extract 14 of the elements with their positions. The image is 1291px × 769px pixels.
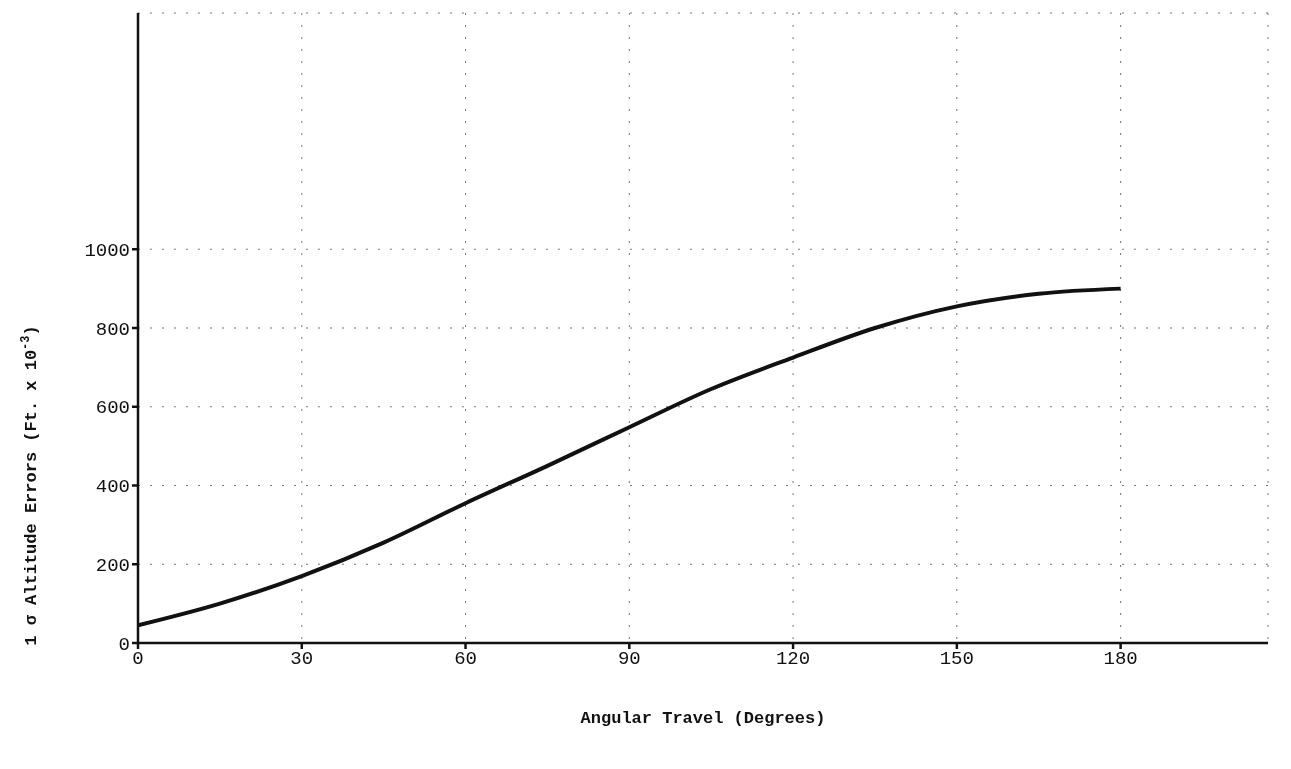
x-tick-label: 0 xyxy=(132,648,144,671)
y-tick-label: 1000 xyxy=(84,239,130,262)
x-tick-label: 30 xyxy=(290,648,314,671)
x-tick-label: 60 xyxy=(454,648,477,671)
x-tick-label: 120 xyxy=(775,648,811,671)
y-tick-label: 600 xyxy=(95,397,130,420)
y-tick-label: 200 xyxy=(95,554,130,577)
x-axis-title: Angular Travel (Degrees) xyxy=(580,709,826,728)
x-tick-label: 180 xyxy=(1103,648,1138,671)
x-tick-label: 90 xyxy=(617,648,641,671)
y-tick-label: 800 xyxy=(95,318,130,341)
y-tick-label: 0 xyxy=(118,633,130,656)
x-tick-label: 150 xyxy=(939,648,974,671)
y-tick-label: 400 xyxy=(95,476,130,499)
